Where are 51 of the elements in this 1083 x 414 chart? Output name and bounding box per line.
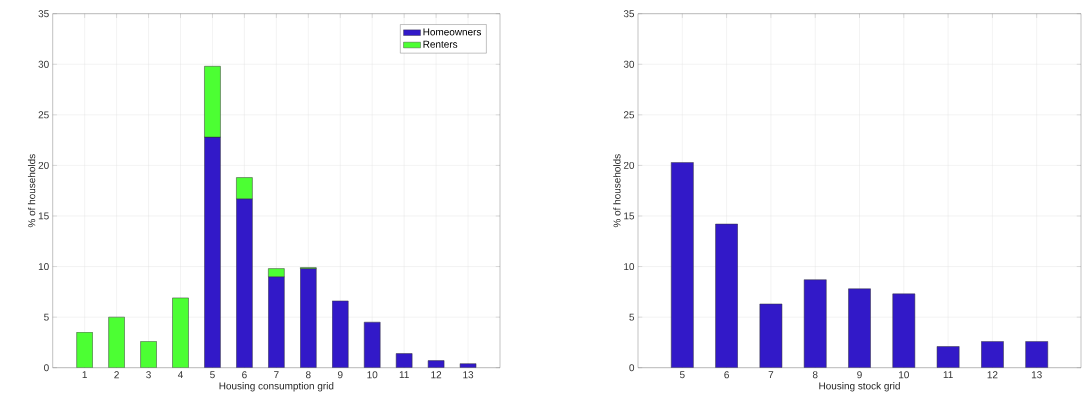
y-tick-label: 35 (623, 10, 635, 18)
y-tick-label: 25 (623, 111, 635, 119)
bar (981, 341, 1004, 368)
x-tick-label: 11 (399, 371, 409, 379)
x-tick-label: 3 (146, 371, 151, 379)
x-tick-label: 4 (177, 371, 183, 379)
x-tick-label: 5 (210, 371, 215, 379)
x-tick-label: 5 (679, 371, 685, 379)
y-axis-title: % of households (27, 154, 36, 228)
y-tick-label: 15 (38, 212, 49, 220)
bar (172, 297, 189, 368)
x-tick-label: 6 (242, 371, 247, 379)
y-axis-title: % of households (613, 154, 621, 228)
y-tick-label: 35 (38, 10, 49, 18)
x-tick-label: 8 (305, 371, 311, 379)
y-tick-label: 10 (624, 263, 635, 271)
bar (300, 268, 317, 368)
x-tick-label: 2 (114, 371, 119, 379)
x-tick-label: 9 (337, 371, 343, 379)
y-tick-label: 30 (623, 60, 635, 68)
bar (140, 341, 157, 368)
x-tick-label: 6 (724, 371, 729, 379)
y-tick-label: 20 (38, 161, 49, 169)
x-tick-label: 7 (274, 371, 279, 379)
legend-label: Renters (423, 40, 458, 48)
x-tick-label: 10 (367, 371, 378, 379)
x-axis-title: Housing consumption grid (219, 382, 334, 392)
y-tick-label: 5 (44, 313, 49, 321)
bar (848, 288, 871, 368)
y-tick-label: 0 (629, 364, 635, 372)
x-tick-label: 9 (857, 371, 862, 379)
x-tick-label: 7 (768, 371, 774, 379)
x-tick-label: 10 (899, 371, 909, 379)
x-tick-label: 12 (987, 371, 998, 379)
x-tick-label: 13 (463, 371, 474, 379)
bar (332, 300, 349, 368)
y-tick-label: 0 (44, 364, 49, 372)
legend-label: Homeowners (423, 28, 482, 36)
y-tick-label: 20 (623, 161, 635, 169)
x-tick-label: 1 (82, 371, 87, 379)
x-tick-label: 13 (1031, 371, 1042, 379)
bar (76, 332, 93, 368)
y-tick-label: 5 (629, 313, 635, 321)
x-tick-label: 12 (431, 371, 442, 379)
y-tick-label: 15 (624, 212, 635, 220)
x-tick-label: 11 (943, 371, 953, 379)
y-tick-label: 10 (38, 263, 49, 271)
y-tick-label: 25 (38, 111, 49, 119)
y-tick-label: 30 (38, 60, 49, 68)
x-tick-label: 8 (812, 371, 818, 379)
x-axis-title: Housing stock grid (819, 382, 900, 392)
